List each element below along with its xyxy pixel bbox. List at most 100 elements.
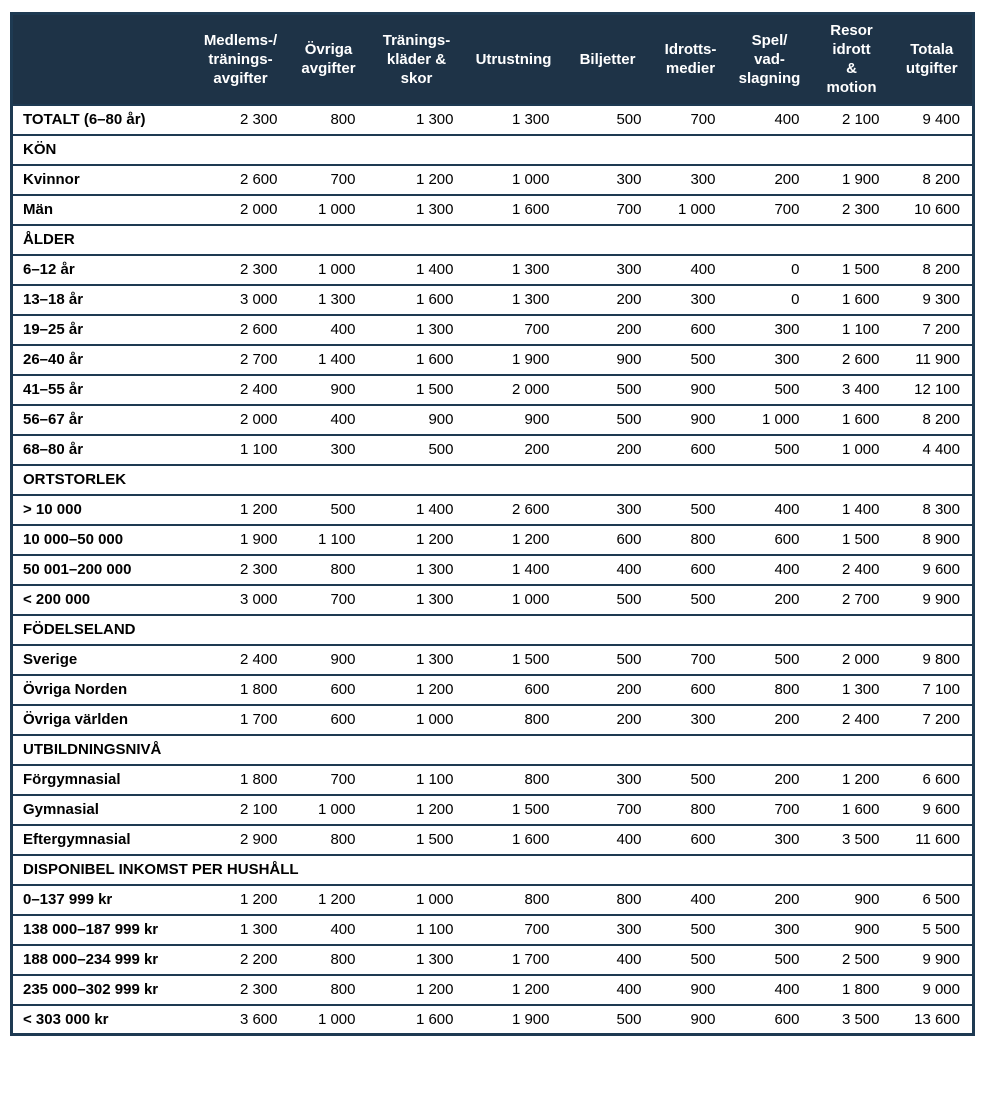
cell-value: 1 500 (465, 643, 562, 675)
cell-value: 900 (653, 1003, 728, 1035)
data-row: > 10 000 1 200 500 1 400 2 600 300 500 400 1 400… (11, 493, 974, 525)
cell-value: 300 (653, 283, 728, 315)
cell-value: 1 200 (191, 493, 290, 525)
row-label: 19–25 år (11, 313, 192, 345)
section-label: FÖDELSELAND (11, 613, 974, 645)
cell-value: 1 300 (465, 253, 562, 285)
cell-value: 800 (465, 883, 562, 915)
cell-value: 700 (289, 583, 368, 615)
cell-value: 600 (289, 703, 368, 735)
cell-value: 500 (289, 493, 368, 525)
cell-value: 2 700 (191, 343, 290, 375)
cell-value: 300 (727, 823, 812, 855)
data-row: Förgymnasial 1 800 700 1 100 800 300 500 200 1 2… (11, 763, 974, 795)
col-idrottsmedier: Idrotts- medier (653, 13, 728, 105)
data-row: Gymnasial 2 100 1 000 1 200 1 500 700 800 700 1 … (11, 793, 974, 825)
cell-value: 1 000 (367, 883, 466, 915)
cell-value: 8 300 (891, 493, 974, 525)
cell-value: 1 800 (191, 673, 290, 705)
col-spel-vadslagning: Spel/ vad- slagning (727, 13, 812, 105)
cell-value: 200 (727, 703, 812, 735)
cell-value: 2 000 (191, 193, 290, 225)
cell-value: 400 (561, 973, 654, 1005)
cell-value: 700 (561, 193, 654, 225)
data-row: < 200 000 3 000 700 1 300 1 000 500 500 200 2 70… (11, 583, 974, 615)
cell-value: 500 (727, 433, 812, 465)
cell-value: 1 400 (465, 553, 562, 585)
cell-value: 1 200 (367, 793, 466, 825)
section-row: ORTSTORLEK (11, 463, 974, 495)
cell-value: 300 (561, 763, 654, 795)
cell-value: 300 (653, 163, 728, 195)
data-row: Män 2 000 1 000 1 300 1 600 700 1 000 700 2 300 1… (11, 193, 974, 225)
cell-value: 300 (653, 703, 728, 735)
data-row: < 303 000 kr 3 600 1 000 1 600 1 900 500 900 60… (11, 1003, 974, 1035)
cell-value: 400 (653, 253, 728, 285)
cell-value: 200 (561, 433, 654, 465)
cell-value: 700 (561, 793, 654, 825)
cell-value: 800 (289, 823, 368, 855)
section-label: UTBILDNINGSNIVÅ (11, 733, 974, 765)
cell-value: 13 600 (891, 1003, 974, 1035)
section-row: KÖN (11, 133, 974, 165)
data-row: 56–67 år 2 000 400 900 900 500 900 1 000 1 600 8 … (11, 403, 974, 435)
row-label: Män (11, 193, 192, 225)
cell-value: 1 900 (465, 1003, 562, 1035)
cell-value: 1 600 (811, 403, 892, 435)
cell-value: 2 300 (191, 253, 290, 285)
cell-value: 3 600 (191, 1003, 290, 1035)
cell-value: 700 (727, 193, 812, 225)
cell-value: 4 400 (891, 433, 974, 465)
cell-value: 1 000 (289, 1003, 368, 1035)
cell-value: 1 200 (367, 673, 466, 705)
cell-value: 300 (561, 253, 654, 285)
cell-value: 400 (727, 103, 812, 135)
cell-value: 2 300 (191, 553, 290, 585)
cell-value: 1 100 (367, 763, 466, 795)
cell-value: 700 (465, 313, 562, 345)
col-ovriga-avgifter: Övriga avgifter (289, 13, 368, 105)
cell-value: 300 (289, 433, 368, 465)
cell-value: 1 300 (367, 583, 466, 615)
cell-value: 300 (561, 493, 654, 525)
cell-value: 800 (465, 703, 562, 735)
cell-value: 400 (727, 493, 812, 525)
cell-value: 1 600 (465, 823, 562, 855)
cell-value: 500 (653, 493, 728, 525)
cell-value: 2 600 (191, 313, 290, 345)
cell-value: 8 900 (891, 523, 974, 555)
cell-value: 1 300 (191, 913, 290, 945)
cell-value: 1 700 (465, 943, 562, 975)
cell-value: 600 (653, 313, 728, 345)
cell-value: 1 300 (465, 283, 562, 315)
row-label: 13–18 år (11, 283, 192, 315)
cell-value: 600 (289, 673, 368, 705)
row-label: Gymnasial (11, 793, 192, 825)
cell-value: 900 (465, 403, 562, 435)
cell-value: 400 (561, 943, 654, 975)
cell-value: 1 000 (367, 703, 466, 735)
cell-value: 600 (465, 673, 562, 705)
cell-value: 500 (561, 1003, 654, 1035)
cell-value: 400 (289, 403, 368, 435)
cell-value: 11 900 (891, 343, 974, 375)
cell-value: 600 (561, 523, 654, 555)
data-row: 138 000–187 999 kr 1 300 400 1 100 700 300 500… (11, 913, 974, 945)
cell-value: 2 600 (191, 163, 290, 195)
col-biljetter: Biljetter (561, 13, 654, 105)
cell-value: 400 (289, 313, 368, 345)
cell-value: 700 (465, 913, 562, 945)
row-label: 41–55 år (11, 373, 192, 405)
cell-value: 800 (289, 943, 368, 975)
cell-value: 1 500 (367, 373, 466, 405)
cell-value: 2 500 (811, 943, 892, 975)
row-label: 188 000–234 999 kr (11, 943, 192, 975)
cell-value: 0 (727, 253, 812, 285)
cell-value: 1 400 (811, 493, 892, 525)
cell-value: 3 500 (811, 1003, 892, 1035)
cell-value: 200 (727, 763, 812, 795)
row-label: 50 001–200 000 (11, 553, 192, 585)
cell-value: 400 (289, 913, 368, 945)
cell-value: 1 900 (465, 343, 562, 375)
cell-value: 3 000 (191, 283, 290, 315)
